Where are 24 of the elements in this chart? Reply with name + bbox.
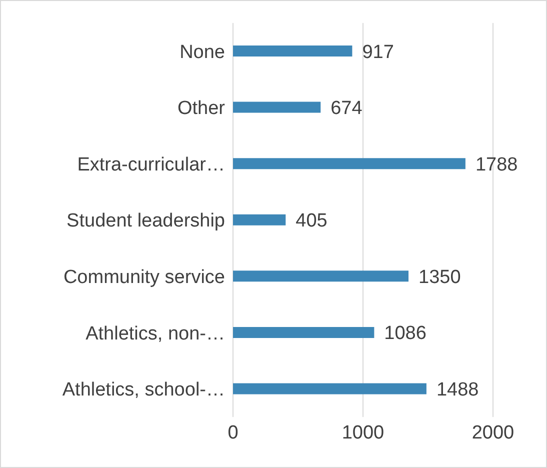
- data-label: 1086: [384, 323, 426, 344]
- data-label: 917: [362, 42, 394, 63]
- x-tick-label: 1000: [342, 422, 384, 444]
- data-label: 1350: [418, 266, 461, 288]
- y-tick-label: Community service: [63, 267, 225, 288]
- y-tick-label: Student leadership: [66, 210, 225, 232]
- data-label: 1788: [475, 154, 518, 176]
- bar: [233, 326, 374, 338]
- bar: [233, 102, 321, 113]
- bar: [233, 46, 352, 57]
- x-tick-label: 0: [228, 422, 238, 444]
- y-tick-label: None: [180, 42, 225, 63]
- y-tick-label: Athletics, non-…: [86, 323, 225, 344]
- y-tick-label: Athletics, school-…: [62, 380, 225, 401]
- data-label: 1488: [436, 379, 479, 400]
- bar: [233, 383, 426, 394]
- bar: [233, 270, 408, 282]
- bar: [233, 158, 466, 170]
- bar: [233, 214, 286, 226]
- y-tick-label: Other: [177, 98, 226, 120]
- x-tick-label: 2000: [472, 422, 514, 444]
- data-label: 674: [330, 98, 363, 120]
- y-tick-label: Extra-curricular…: [77, 154, 225, 176]
- data-label: 405: [296, 210, 328, 232]
